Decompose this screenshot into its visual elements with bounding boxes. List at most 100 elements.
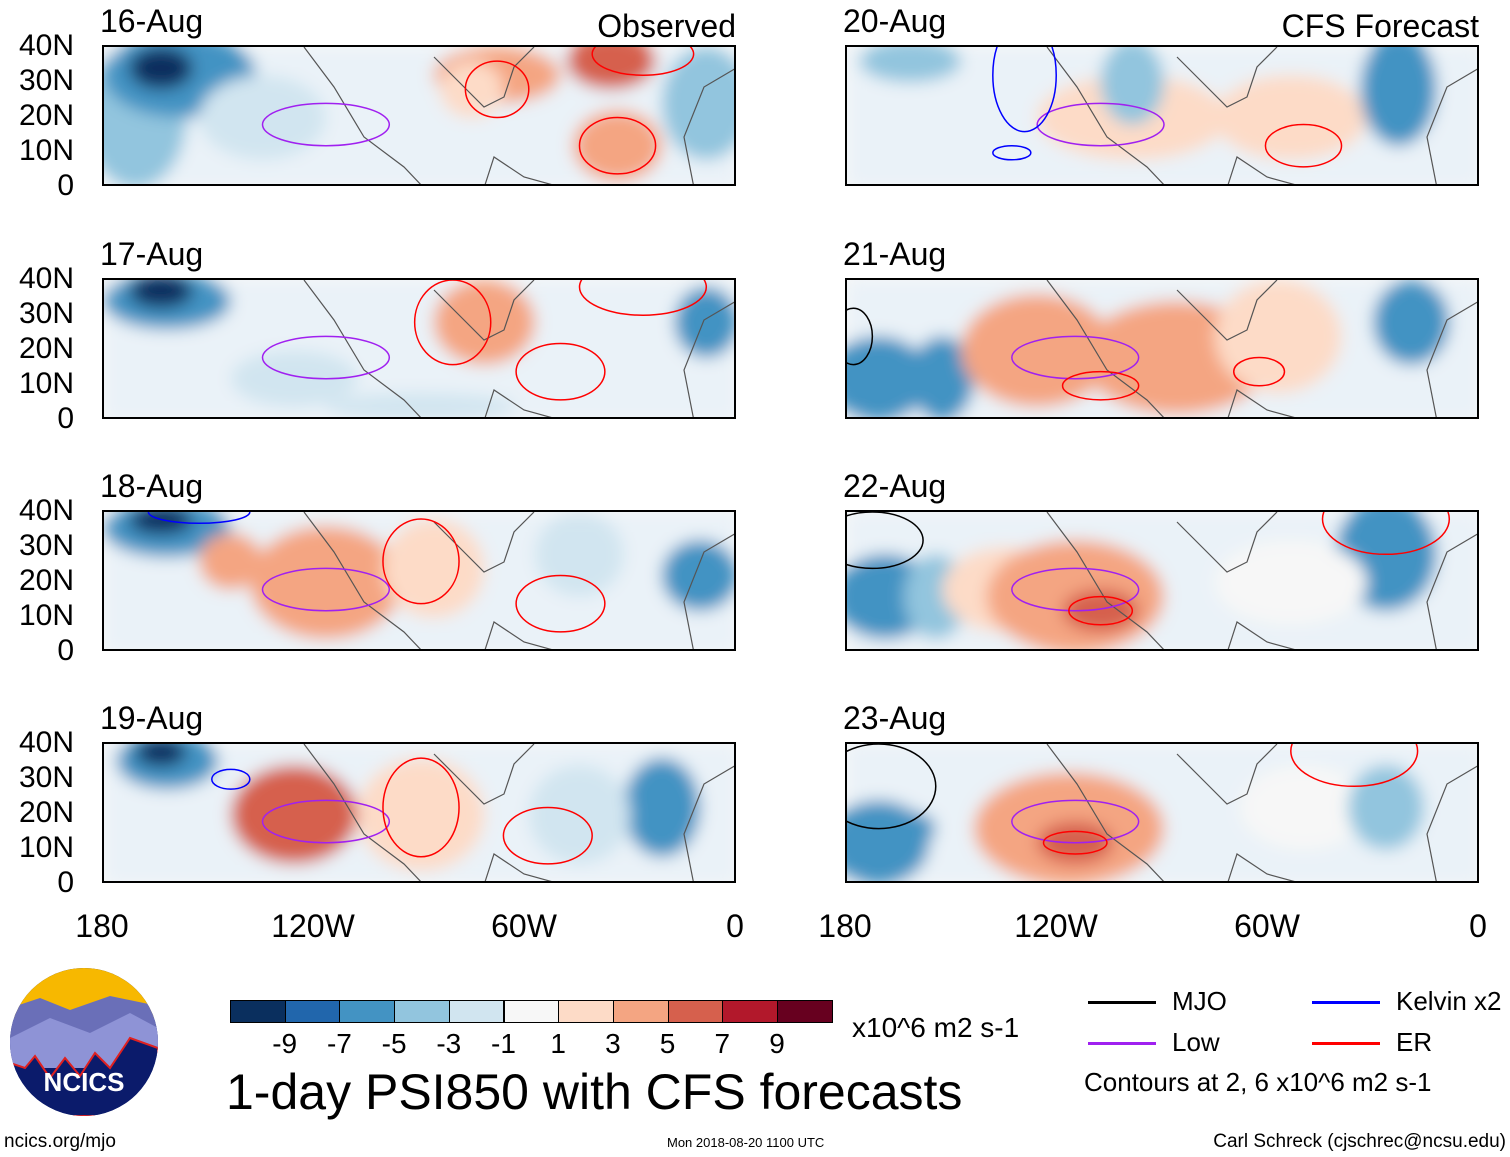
anomaly-shading xyxy=(674,287,734,358)
colorbar-tick-label: 7 xyxy=(714,1028,731,1059)
coastline xyxy=(303,744,734,881)
colorbar-swatch xyxy=(612,1000,669,1023)
lat-label: 40N xyxy=(18,262,74,295)
coastline xyxy=(1046,512,1477,649)
colorbar-swatch xyxy=(448,1000,505,1023)
wave-contour xyxy=(261,102,391,147)
colorbar-tick-label: -3 xyxy=(436,1028,462,1059)
anomaly-shading xyxy=(325,392,517,417)
colorbar-swatch xyxy=(230,1000,286,1023)
wave-contour xyxy=(515,342,606,401)
lat-label: 0 xyxy=(57,866,74,899)
lat-label: 0 xyxy=(57,634,74,667)
wave-contour xyxy=(1264,123,1343,168)
legend-label: ER xyxy=(1396,1027,1433,1057)
map-panel xyxy=(102,45,736,186)
wave-contour xyxy=(147,512,251,525)
map-panel xyxy=(102,278,736,419)
panel-source-tag: Observed xyxy=(597,8,736,44)
panel-date: 18-Aug xyxy=(100,468,204,504)
coastline xyxy=(1046,744,1477,881)
lon-label: 180 xyxy=(75,908,129,944)
wave-contour xyxy=(847,307,874,366)
anomaly-shading xyxy=(230,350,358,407)
wave-contour xyxy=(515,574,606,633)
anomaly-shading xyxy=(1347,765,1424,850)
map-panel xyxy=(102,510,736,651)
anomaly-shading xyxy=(129,512,193,535)
figure-title: 1-day PSI850 with CFS forecasts xyxy=(226,1064,963,1120)
legend-label: Kelvin x2 xyxy=(1396,986,1502,1016)
anomaly-shading xyxy=(661,540,734,611)
wave-contour xyxy=(261,567,391,612)
legend-line xyxy=(1312,1001,1380,1004)
lon-label: 120W xyxy=(271,908,355,944)
lat-label: 20N xyxy=(18,332,74,365)
lat-label: 0 xyxy=(57,402,74,435)
anomaly-shading xyxy=(623,758,700,857)
anomaly-shading xyxy=(135,744,187,767)
legend-line xyxy=(1088,1001,1156,1004)
anomaly-shading xyxy=(528,765,631,864)
colorbar-swatch xyxy=(777,1000,833,1023)
lat-label: 10N xyxy=(18,831,74,864)
anomaly-shading xyxy=(1240,765,1367,850)
lat-label: 40N xyxy=(18,494,74,527)
anomaly-shading xyxy=(440,61,504,118)
colorbar-tick-label: -1 xyxy=(491,1028,516,1059)
anomaly-shading xyxy=(357,758,485,871)
wave-contour xyxy=(1068,595,1134,626)
wave-contour xyxy=(847,512,924,570)
anomaly-shading xyxy=(910,336,974,417)
colorbar-tick-label: 1 xyxy=(550,1028,566,1059)
legend-label: Low xyxy=(1172,1027,1220,1057)
coastline xyxy=(303,280,734,417)
footer-timestamp: Mon 2018-08-20 1100 UTC xyxy=(667,1135,825,1150)
wave-contour xyxy=(992,47,1057,133)
lat-label: 20N xyxy=(18,99,74,132)
colorbar-tick-label: -9 xyxy=(272,1028,298,1059)
anomaly-shading xyxy=(1214,540,1367,625)
colorbar-units: x10^6 m2 s-1 xyxy=(852,1012,1020,1043)
panel-date: 21-Aug xyxy=(843,236,947,272)
lon-label: 180 xyxy=(818,908,872,944)
ncics-logo: NCICS xyxy=(10,968,158,1116)
panel-date: 17-Aug xyxy=(100,236,204,272)
coastline xyxy=(303,512,734,649)
wave-contour xyxy=(1042,830,1108,855)
contour-note: Contours at 2, 6 x10^6 m2 s-1 xyxy=(1084,1067,1432,1097)
wave-contour xyxy=(211,768,251,790)
map-panel xyxy=(845,45,1479,186)
lat-label: 40N xyxy=(18,29,74,62)
anomaly-shading xyxy=(573,110,662,181)
lat-label: 0 xyxy=(57,169,74,202)
lat-label: 30N xyxy=(18,761,74,794)
wave-contour xyxy=(261,335,391,380)
panel-date: 19-Aug xyxy=(100,700,204,736)
wave-contour xyxy=(413,280,492,366)
lat-label: 40N xyxy=(18,726,74,759)
legend-line xyxy=(1088,1042,1156,1045)
colorbar-tick-label: 3 xyxy=(605,1028,621,1059)
wave-contour xyxy=(992,144,1032,161)
wave-contour xyxy=(847,744,937,830)
wave-contour xyxy=(1036,102,1165,147)
colorbar-swatch xyxy=(394,1000,450,1023)
wave-contour xyxy=(1011,335,1140,380)
coastline xyxy=(1046,280,1477,417)
lat-label: 30N xyxy=(18,297,74,330)
anomaly-shading xyxy=(1100,47,1164,125)
map-panel xyxy=(102,742,736,883)
colorbar-tick-label: -7 xyxy=(326,1028,352,1059)
footer-url[interactable]: ncics.org/mjo xyxy=(4,1131,116,1152)
wave-contour xyxy=(1321,512,1451,556)
colorbar-tick-label: 9 xyxy=(769,1028,785,1059)
colorbar-swatch xyxy=(339,1000,396,1023)
coastline xyxy=(1046,47,1477,184)
lat-label: 30N xyxy=(18,529,74,562)
colorbar: -9 -7 -5 -3 -1 1 3 5 7 9 xyxy=(230,1000,833,1059)
panel-date: 16-Aug xyxy=(100,3,204,39)
lon-label: 0 xyxy=(726,908,744,944)
panel-date: 22-Aug xyxy=(843,468,947,504)
anomaly-shading xyxy=(566,47,656,90)
